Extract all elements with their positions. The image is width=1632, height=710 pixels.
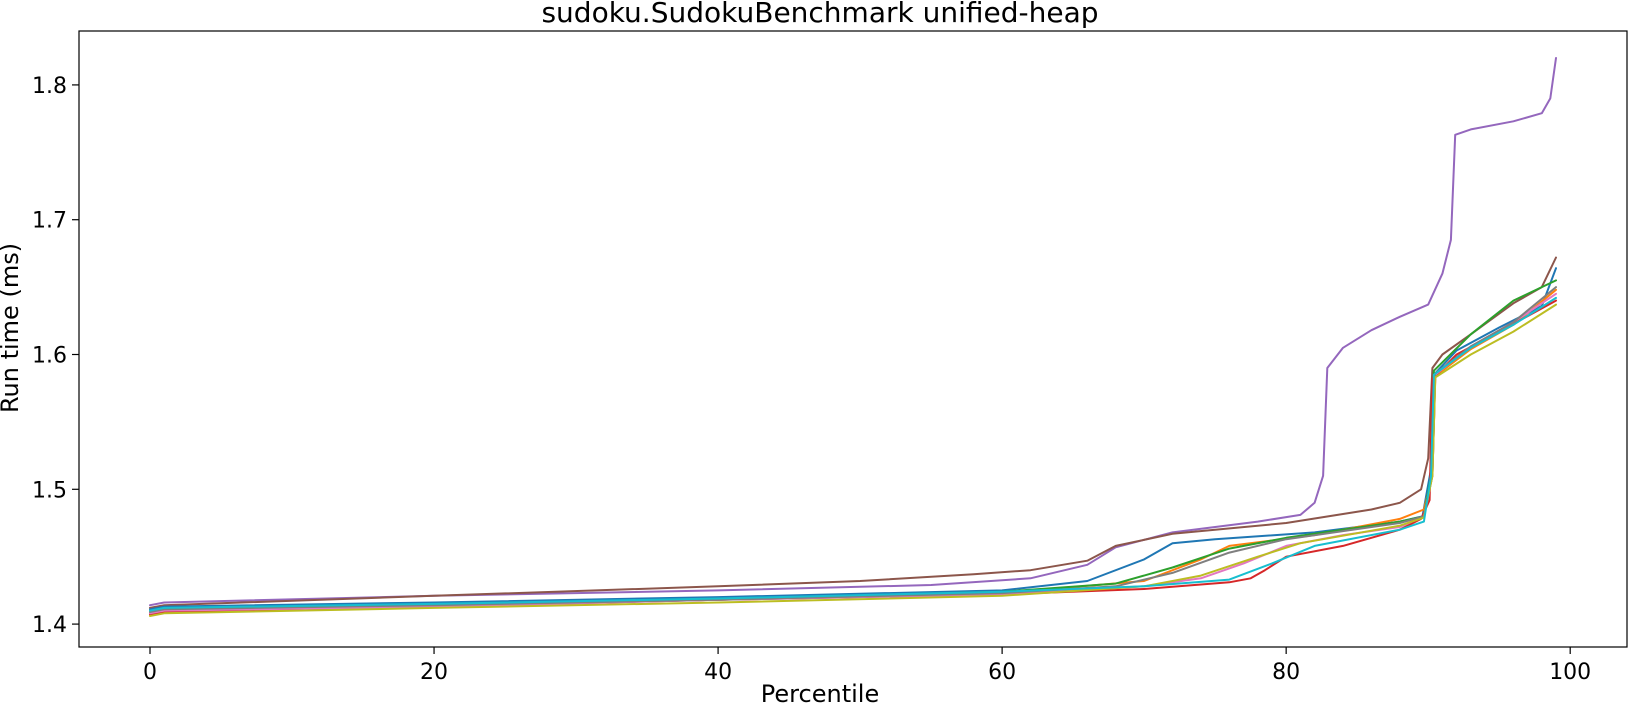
y-tick-label: 1.6 <box>32 344 67 369</box>
series-layer <box>149 57 1557 617</box>
y-tick-label: 1.4 <box>32 613 67 638</box>
series-line-1 <box>149 57 1557 607</box>
series-line-9 <box>149 303 1557 617</box>
plot-area-frame <box>78 30 1628 648</box>
x-tick-label: 60 <box>988 660 1016 685</box>
x-tick-label: 100 <box>1549 660 1591 685</box>
x-axis-label: Percentile <box>761 680 879 708</box>
y-axis-label: Run time (ms) <box>0 243 24 413</box>
series-line-8 <box>149 286 1557 613</box>
y-axis-ticks: 1.4 1.5 1.6 1.7 1.8 <box>32 74 79 638</box>
x-tick-label: 0 <box>143 660 157 685</box>
y-tick-label: 1.8 <box>32 74 67 99</box>
x-axis-ticks: 0 20 40 60 80 100 <box>143 647 1591 685</box>
series-line-5 <box>149 279 1557 613</box>
chart-title: sudoku.SudokuBenchmark unified-heap <box>541 0 1098 29</box>
series-line-7 <box>149 292 1557 615</box>
x-tick-label: 40 <box>704 660 732 685</box>
series-line-3 <box>149 267 1557 611</box>
y-tick-label: 1.5 <box>32 478 67 503</box>
x-tick-label: 80 <box>1272 660 1300 685</box>
series-line-10 <box>149 296 1557 612</box>
series-line-2 <box>149 256 1557 609</box>
x-tick-label: 20 <box>420 660 448 685</box>
series-line-6 <box>149 299 1557 616</box>
series-line-4 <box>149 288 1557 615</box>
y-tick-label: 1.7 <box>32 209 67 234</box>
